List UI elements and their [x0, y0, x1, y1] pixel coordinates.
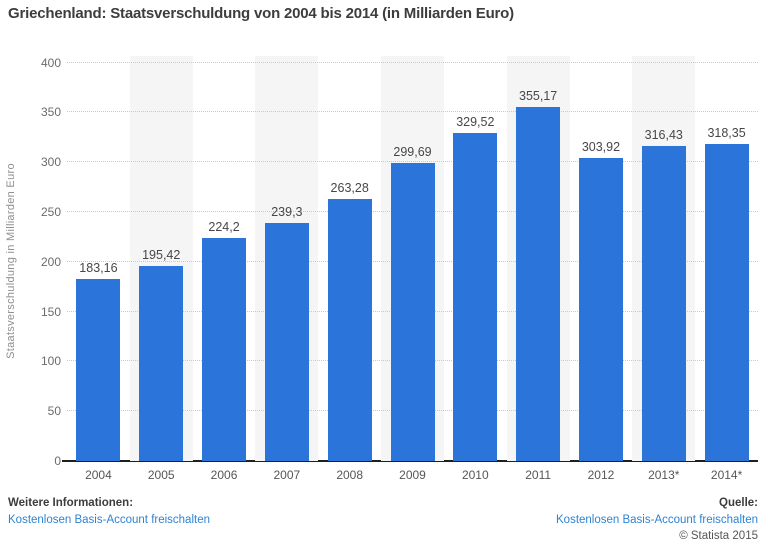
bar-value-label: 224,2 [208, 219, 240, 234]
bar-value-label: 299,69 [393, 144, 432, 159]
x-tick-label: 2012 [587, 468, 615, 482]
chart-area: 183,16 195,42 224,2 239,3 263,28 299,69 329,52… [62, 56, 758, 462]
bar [139, 266, 184, 461]
y-tick-label: 0 [54, 454, 61, 468]
more-info-heading: Weitere Informationen: [8, 497, 134, 509]
bar-value-label: 303,92 [581, 140, 621, 155]
bar [578, 158, 623, 461]
y-tick-label: 250 [40, 205, 61, 219]
bar-value-label: 263,28 [330, 180, 369, 195]
x-axis-tick-labels: 2004 2005 2006 2007 2008 2009 2010 2011 2012 2013… [67, 467, 758, 487]
bar-value-label: 195,42 [142, 248, 181, 263]
x-tick-label: 2008 [336, 468, 364, 482]
bar [516, 107, 561, 461]
bar-value-label: 318,35 [707, 125, 746, 140]
bar [390, 162, 435, 461]
x-tick-label: 2007 [273, 468, 301, 482]
y-tick-label: 150 [40, 304, 61, 319]
y-tick-label: 400 [40, 55, 61, 70]
grid-line [67, 61, 758, 63]
source-heading: Quelle: [719, 497, 758, 509]
x-tick-label: 2010 [461, 468, 489, 482]
bar [704, 143, 749, 461]
bar [641, 145, 686, 461]
bar-value-label: 316,43 [644, 127, 683, 142]
footer-source: Quelle: Kostenlosen Basis-Account freisc… [556, 495, 758, 545]
bar [76, 278, 121, 461]
bar [202, 237, 247, 461]
chart-footer: Weitere Informationen: Kostenlosen Basis… [8, 495, 758, 545]
bar-value-label: 329,52 [456, 114, 495, 129]
x-tick-label: 2011 [525, 468, 552, 482]
bar-value-label: 355,17 [519, 89, 558, 104]
y-axis-tick-labels: 0 50 100 150 200 250 300 350 400 [0, 0, 61, 548]
y-tick-label: 300 [40, 155, 61, 170]
grid-line [67, 111, 758, 113]
x-tick-label: 2005 [147, 468, 175, 482]
y-tick-label: 200 [40, 254, 61, 269]
bar-value-label: 239,3 [271, 204, 303, 219]
bar [327, 198, 372, 461]
y-tick-label: 350 [40, 105, 61, 120]
x-tick-label: 2014* [710, 468, 743, 482]
y-tick-label: 100 [40, 354, 61, 369]
bar-value-label: 183,16 [79, 260, 118, 275]
x-tick-label: 2009 [399, 468, 426, 482]
chart-title: Griechenland: Staatsverschuldung von 200… [8, 5, 514, 22]
x-tick-label: 2004 [85, 468, 112, 482]
bar [453, 132, 498, 461]
copyright-notice: © Statista 2015 [679, 530, 758, 542]
x-axis-line [62, 460, 758, 462]
x-tick-label: 2006 [210, 468, 238, 482]
bar [264, 222, 309, 461]
x-tick-label: 2013* [648, 468, 680, 482]
basis-account-link-right[interactable]: Kostenlosen Basis-Account freischalten [556, 513, 758, 526]
basis-account-link-left[interactable]: Kostenlosen Basis-Account freischalten [8, 513, 210, 526]
footer-more-info: Weitere Informationen: Kostenlosen Basis… [8, 495, 210, 545]
y-tick-label: 50 [47, 404, 61, 419]
grid-line [67, 161, 758, 163]
